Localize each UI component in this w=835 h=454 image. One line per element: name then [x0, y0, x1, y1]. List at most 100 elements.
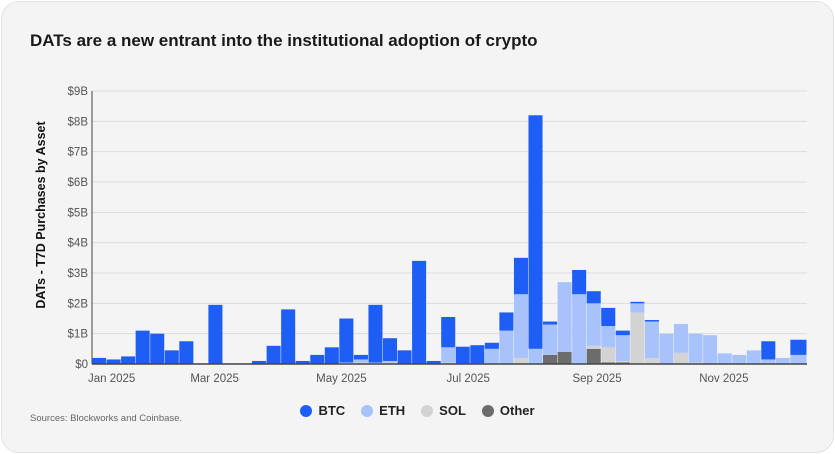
bar-other: [557, 351, 572, 364]
bar-btc: [455, 346, 470, 364]
bar-sol: [601, 347, 616, 363]
bar-btc: [484, 342, 499, 349]
bar-btc: [790, 339, 807, 355]
bar-eth: [484, 348, 499, 364]
legend-label: ETH: [379, 403, 406, 418]
y-tick-label: $6B: [68, 177, 89, 189]
bar-btc: [426, 360, 441, 364]
bar-other: [586, 348, 601, 364]
y-tick-label: $3B: [68, 268, 89, 280]
x-tick-label: Sep 2025: [572, 373, 621, 385]
bar-other: [543, 354, 558, 364]
bar-btc: [499, 312, 514, 331]
bar-eth: [673, 323, 689, 353]
bar-btc: [135, 330, 150, 364]
bar-eth: [528, 348, 543, 364]
bar-sol: [673, 352, 689, 364]
source-note: Sources: Blockworks and Coinbase.: [30, 413, 183, 424]
bar-btc: [281, 309, 296, 364]
bar-btc: [310, 354, 325, 364]
bar-eth: [717, 353, 732, 364]
y-tick-label: $2B: [68, 298, 89, 310]
bar-btc: [528, 115, 543, 349]
legend-swatch-sol: [421, 404, 434, 417]
bar-eth: [644, 321, 659, 358]
legend-item-eth[interactable]: ETH: [361, 403, 405, 418]
bar-btc: [601, 307, 616, 327]
chart-title: DATs are a new entrant into the institut…: [30, 31, 538, 50]
legend-label: Other: [499, 403, 535, 418]
bar-sol: [644, 357, 659, 364]
bar-sol: [513, 357, 528, 364]
bar-eth: [790, 354, 807, 364]
bar-eth: [732, 354, 747, 364]
legend-item-sol[interactable]: SOL: [421, 403, 466, 418]
legend-swatch-other: [481, 404, 494, 417]
bar-eth: [586, 303, 601, 346]
bar-eth: [659, 333, 674, 364]
bar-eth: [499, 330, 514, 364]
y-tick-label: $7B: [68, 147, 89, 159]
legend-label: SOL: [439, 403, 466, 418]
bar-sol: [586, 345, 601, 349]
bar-btc: [412, 260, 427, 364]
bar-btc: [615, 330, 630, 336]
bar-other: [615, 362, 630, 364]
bar-btc: [150, 333, 165, 364]
y-tick-label: $5B: [68, 207, 89, 219]
y-tick-label: $9B: [68, 86, 89, 98]
legend-item-btc[interactable]: BTC: [300, 403, 345, 418]
bar-eth: [615, 335, 630, 361]
bar-eth: [775, 357, 790, 364]
bar-eth: [746, 350, 761, 364]
bar-sol: [382, 362, 398, 364]
bar-btc: [761, 341, 776, 360]
bar-eth: [703, 335, 718, 364]
x-tick-label: Mar 2025: [190, 373, 239, 385]
bar-sol: [441, 362, 456, 364]
bar-sol: [353, 362, 368, 364]
legend-item-other[interactable]: Other: [481, 403, 535, 418]
bar-eth: [339, 362, 354, 364]
bar-sol: [630, 312, 645, 364]
bar-btc: [106, 359, 121, 364]
bar-btc: [164, 350, 179, 364]
bar-btc: [252, 360, 267, 364]
x-tick-label: Jul 2025: [446, 373, 489, 385]
bar-btc: [208, 304, 223, 364]
bar-btc: [339, 318, 354, 363]
bar-btc: [513, 257, 528, 295]
bar-btc: [397, 350, 412, 364]
y-tick-label: $8B: [68, 116, 89, 128]
bar-btc: [630, 301, 645, 304]
bar-btc: [324, 347, 339, 364]
y-tick-label: $0: [75, 359, 88, 371]
bar-btc: [586, 291, 601, 304]
bar-btc: [441, 316, 456, 348]
bar-eth: [557, 282, 572, 352]
bar-eth: [601, 326, 616, 348]
x-tick-label: Jan 2025: [88, 373, 135, 385]
y-tick-label: $1B: [68, 329, 89, 341]
bar-eth: [630, 303, 645, 313]
y-tick-label: $4B: [68, 238, 89, 250]
legend-swatch-btc: [300, 404, 313, 417]
legend: BTC ETH SOL Other: [0, 403, 835, 418]
bar-sol: [688, 362, 703, 364]
bar-btc: [382, 338, 398, 361]
bar-eth: [761, 359, 776, 364]
bar-btc: [353, 354, 368, 360]
bar-eth: [513, 294, 528, 358]
bar-btc: [121, 356, 136, 364]
bar-btc: [179, 341, 194, 364]
bar-btc: [92, 357, 107, 364]
bar-eth: [688, 333, 703, 363]
bar-btc: [572, 269, 587, 295]
legend-label: BTC: [318, 403, 346, 418]
bar-eth: [441, 347, 456, 363]
bar-sol: [615, 360, 630, 363]
bar-btc: [644, 320, 659, 322]
bar-btc: [368, 304, 383, 363]
